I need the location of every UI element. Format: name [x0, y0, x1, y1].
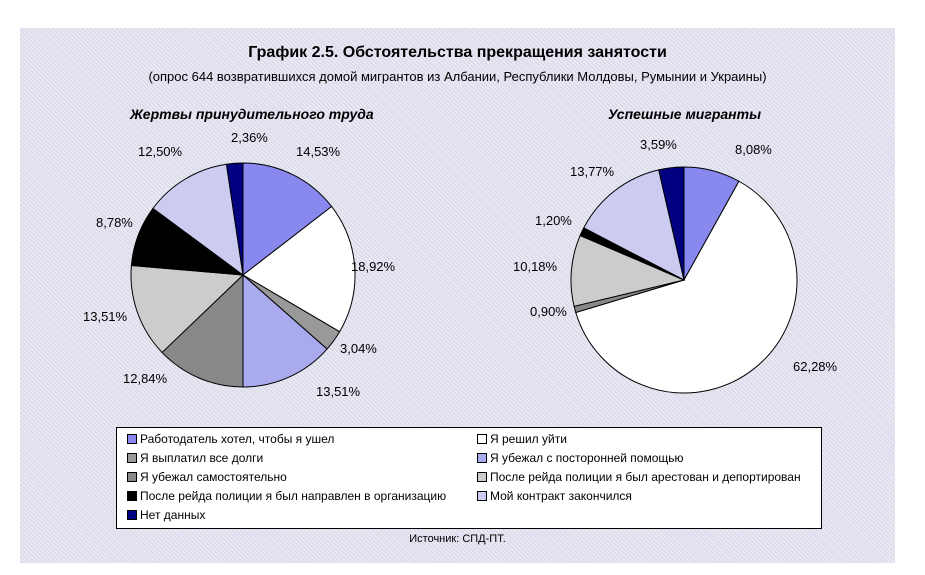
chart-main-title: График 2.5. Обстоятельства прекращения з…	[248, 44, 667, 61]
chart-frame: График 2.5. Обстоятельства прекращения з…	[20, 28, 895, 563]
legend-item-9: Нет данных	[127, 508, 205, 522]
legend-swatch	[127, 510, 137, 520]
pie-1-title: Жертвы принудительного труда	[130, 106, 374, 122]
pie-2-slice-7-label: 1,20%	[535, 213, 572, 228]
legend-item-5: Я убежал самостоятельно	[127, 470, 287, 484]
pie-2-slice-6-label: 10,18%	[513, 259, 558, 274]
pie-1-slice-8-label: 12,50%	[138, 144, 183, 159]
pie-1-slice-9-label: 2,36%	[231, 130, 268, 145]
pie-1-slice-4-label: 13,51%	[316, 384, 361, 399]
pie-chart-forced-labour: 14,53% 18,92% 3,04% 13,51% 12,84% 13,51% 8,78%…	[83, 130, 396, 399]
pie-1-slice-5-label: 12,84%	[123, 371, 168, 386]
pie-2-slice-1-label: 8,08%	[735, 142, 772, 157]
legend-swatch	[477, 434, 487, 444]
legend-label: Работодатель хотел, чтобы я ушел	[140, 432, 335, 446]
legend: Работодатель хотел, чтобы я ушел Я решил …	[116, 427, 822, 529]
pie-1-slice-3-label: 3,04%	[340, 341, 377, 356]
legend-item-8: Мой контракт закончился	[477, 489, 632, 503]
pie-2-slice-6	[570, 234, 686, 307]
pie-2-slice-8-label: 13,77%	[570, 164, 615, 179]
pie-1-slice-8	[152, 163, 244, 277]
legend-swatch	[477, 453, 487, 463]
legend-swatch	[127, 453, 137, 463]
legend-label: Нет данных	[140, 508, 206, 522]
pie-2-title: Успешные мигранты	[608, 106, 762, 122]
legend-swatch	[127, 434, 137, 444]
legend-item-1: Работодатель хотел, чтобы я ушел	[127, 432, 334, 446]
legend-swatch	[127, 491, 137, 501]
legend-label: Я убежал с посторонней помощью	[490, 451, 684, 465]
pie-1-slice-6	[130, 264, 245, 354]
legend-item-3: Я выплатил все долги	[127, 451, 263, 465]
legend-swatch	[127, 472, 137, 482]
pie-1-slice-5	[161, 273, 244, 388]
pie-charts: 14,53% 18,92% 3,04% 13,51% 12,84% 13,51% 8,78%…	[83, 130, 838, 399]
chart-subtitle: (опрос 644 возвратившихся домой мигранто…	[148, 69, 767, 84]
pie-chart-successful-migrants: 8,08% 62,28% 0,90% 10,18% 1,20% 13,77% 3,59%	[513, 137, 838, 394]
legend-item-4: Я убежал с посторонней помощью	[477, 451, 684, 465]
pie-2-slice-2	[575, 180, 798, 394]
pie-1-slice-9	[225, 162, 244, 276]
pie-2-slice-9	[658, 166, 685, 281]
pie-1-slice-6-label: 13,51%	[83, 309, 128, 324]
legend-label: Я выплатил все долги	[140, 451, 264, 465]
legend-item-6: После рейда полиции я был арестован и де…	[477, 470, 801, 484]
legend-item-7: После рейда полиции я был направлен в ор…	[127, 489, 446, 503]
source-note: Источник: СПД-ПТ.	[409, 533, 506, 545]
legend-label: Я убежал самостоятельно	[140, 470, 287, 484]
legend-label: Я решил уйти	[490, 432, 567, 446]
pie-1-slice-1-label: 14,53%	[296, 144, 341, 159]
pie-2-slice-9-label: 3,59%	[640, 137, 677, 152]
pie-1-slice-4	[242, 273, 328, 388]
pie-2-slice-5-label: 0,90%	[530, 304, 567, 319]
pie-2-slice-8	[583, 169, 685, 281]
legend-label: После рейда полиции я был арестован и де…	[490, 470, 801, 484]
legend-swatch	[477, 491, 487, 501]
pie-1-slice-7-label: 8,78%	[96, 215, 133, 230]
pie-1-slice-2	[242, 205, 356, 333]
legend-swatch	[477, 472, 487, 482]
legend-item-2: Я решил уйти	[477, 432, 567, 446]
pie-1-slice-1	[242, 162, 333, 277]
pie-1-slice-2-label: 18,92%	[351, 259, 396, 274]
legend-label: Мой контракт закончился	[490, 489, 632, 503]
pie-2-slice-2-label: 62,28%	[793, 359, 838, 374]
legend-label: После рейда полиции я был направлен в ор…	[140, 489, 447, 503]
